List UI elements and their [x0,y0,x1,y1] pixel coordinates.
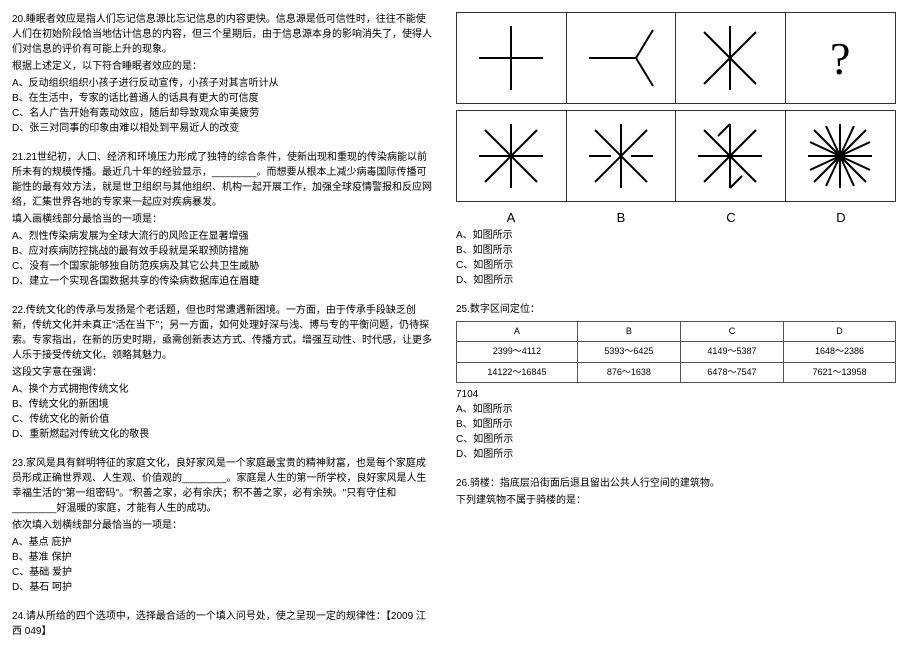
cell: 7621～13958 [783,362,895,383]
q20-option-d[interactable]: D、张三对同事的印象由难以相处到平易近人的改变 [12,121,432,136]
q23-options: A、基点 庇护 B、基准 保护 C、基础 爱护 D、基石 呵护 [12,535,432,595]
q22-options: A、换个方式拥抱传统文化 B、传统文化的新困境 C、传统文化的新价值 D、重新燃… [12,382,432,442]
th-D: D [783,321,895,342]
table-row: 14122～16845 876～1638 6478～7547 7621～1395… [457,362,896,383]
cell: 2399～4112 [457,342,578,363]
q21-option-a[interactable]: A、烈性传染病发展为全球大流行的风险正在显著增强 [12,229,432,244]
q24-options: A、如图所示 B、如图所示 C、如图所示 D、如图所示 [456,228,896,288]
q20-options: A、反动组织组织小孩子进行反动宣传，小孩子对其言听计从 B、在生活中，专家的话比… [12,76,432,136]
fig-q-4: ? [786,13,896,103]
q20-option-b[interactable]: B、在生活中，专家的话比普通人的话具有更大的可信度 [12,91,432,106]
q22-option-b[interactable]: B、传统文化的新困境 [12,397,432,412]
question-21: 21.21世纪初，人口、经济和环境压力形成了独特的综合条件，使新出现和重现的传染… [12,150,432,289]
figure-row-answers [456,110,896,202]
fig-label-A: A [456,208,566,228]
q26-lead: 下列建筑物不属于骑楼的是： [456,493,896,508]
table-header-row: A B C D [457,321,896,342]
th-A: A [457,321,578,342]
cell: 6478～7547 [680,362,783,383]
left-column: 20.睡眠者效应是指人们忘记信息源比忘记信息的内容更快。信息源是低可信性时，往往… [12,12,432,653]
fig-q-2 [567,13,677,103]
fig-label-B: B [566,208,676,228]
q22-stem: 22.传统文化的传承与发扬是个老话题，但也时常遭遇新困境。一方面，由于传承手段缺… [12,303,432,363]
q20-lead: 根据上述定义，以下符合睡眠者效应的是： [12,59,432,74]
question-20: 20.睡眠者效应是指人们忘记信息源比忘记信息的内容更快。信息源是低可信性时，往往… [12,12,432,136]
q26-stem: 26.骑楼：指底层沿街面后退且留出公共人行空间的建筑物。 [456,476,896,491]
fig-label-D: D [786,208,896,228]
q23-option-a[interactable]: A、基点 庇护 [12,535,432,550]
q25-option-a[interactable]: A、如图所示 [456,402,896,417]
q21-option-d[interactable]: D、建立一个实现各国数据共享的传染病数据库迫在眉睫 [12,274,432,289]
q25-table: A B C D 2399～4112 5393～6425 4149～5387 16… [456,321,896,384]
q23-option-d[interactable]: D、基石 呵护 [12,580,432,595]
question-24: 24.请从所给的四个选项中，选择最合适的一个填入问号处，使之呈现一定的规律性：【… [12,609,432,639]
cell: 1648～2386 [783,342,895,363]
q22-lead: 这段文字意在强调： [12,365,432,380]
q20-stem: 20.睡眠者效应是指人们忘记信息源比忘记信息的内容更快。信息源是低可信性时，往往… [12,12,432,57]
cell: 876～1638 [577,362,680,383]
q24-stem: 24.请从所给的四个选项中，选择最合适的一个填入问号处，使之呈现一定的规律性：【… [12,609,432,639]
fig-a-B[interactable] [567,111,677,201]
q24-option-b[interactable]: B、如图所示 [456,243,896,258]
q23-lead: 依次填入划横线部分最恰当的一项是： [12,518,432,533]
q23-option-c[interactable]: C、基础 爱护 [12,565,432,580]
q24-option-d[interactable]: D、如图所示 [456,273,896,288]
question-mark-icon: ? [830,24,850,93]
q21-option-c[interactable]: C、没有一个国家能够独自防范疾病及其它公共卫生威胁 [12,259,432,274]
q21-option-b[interactable]: B、应对疾病防控挑战的最有效手段就是采取预防措施 [12,244,432,259]
q25-option-b[interactable]: B、如图所示 [456,417,896,432]
figure-answer-labels: A B C D [456,208,896,228]
fig-q-1 [457,13,567,103]
question-22: 22.传统文化的传承与发扬是个老话题，但也时常遭遇新困境。一方面，由于传承手段缺… [12,303,432,442]
fig-label-C: C [676,208,786,228]
q25-options: A、如图所示 B、如图所示 C、如图所示 D、如图所示 [456,402,896,462]
question-25: 25.数字区间定位： A B C D 2399～4112 5393～6425 4… [456,302,896,463]
fig-a-D[interactable] [786,111,896,201]
q20-option-c[interactable]: C、名人广告开始有轰动效应，随后却导致观众审美疲劳 [12,106,432,121]
q21-stem: 21.21世纪初，人口、经济和环境压力形成了独特的综合条件，使新出现和重现的传染… [12,150,432,210]
q21-lead: 填入画横线部分最恰当的一项是： [12,212,432,227]
q24-option-c[interactable]: C、如图所示 [456,258,896,273]
q20-option-a[interactable]: A、反动组织组织小孩子进行反动宣传，小孩子对其言听计从 [12,76,432,91]
cell: 4149～5387 [680,342,783,363]
q22-option-a[interactable]: A、换个方式拥抱传统文化 [12,382,432,397]
q24-option-a[interactable]: A、如图所示 [456,228,896,243]
q25-stem: 25.数字区间定位： [456,302,896,317]
th-C: C [680,321,783,342]
cell: 14122～16845 [457,362,578,383]
q21-options: A、烈性传染病发展为全球大流行的风险正在显著增强 B、应对疾病防控挑战的最有效手… [12,229,432,289]
question-23: 23.家风是具有鲜明特征的家庭文化，良好家风是一个家庭最宝贵的精神财富，也是每个… [12,456,432,595]
q23-stem: 23.家风是具有鲜明特征的家庭文化，良好家风是一个家庭最宝贵的精神财富，也是每个… [12,456,432,516]
q25-option-d[interactable]: D、如图所示 [456,447,896,462]
fig-a-C[interactable] [676,111,786,201]
q23-option-b[interactable]: B、基准 保护 [12,550,432,565]
fig-q-3 [676,13,786,103]
q25-number: 7104 [456,387,896,402]
question-26: 26.骑楼：指底层沿街面后退且留出公共人行空间的建筑物。 下列建筑物不属于骑楼的… [456,476,896,508]
right-column: ? [456,12,896,653]
figure-row-question: ? [456,12,896,104]
fig-a-A[interactable] [457,111,567,201]
th-B: B [577,321,680,342]
q22-option-c[interactable]: C、传统文化的新价值 [12,412,432,427]
q22-option-d[interactable]: D、重新燃起对传统文化的敬畏 [12,427,432,442]
cell: 5393～6425 [577,342,680,363]
q25-option-c[interactable]: C、如图所示 [456,432,896,447]
table-row: 2399～4112 5393～6425 4149～5387 1648～2386 [457,342,896,363]
